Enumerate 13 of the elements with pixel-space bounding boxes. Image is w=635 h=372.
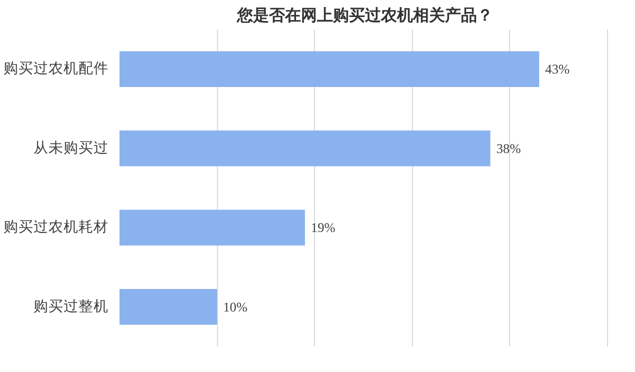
- bar: [120, 130, 490, 166]
- y-tick-label: 购买过整机: [34, 298, 108, 315]
- bar: [120, 51, 540, 87]
- y-tick-label: 从未购买过: [34, 139, 108, 156]
- bar: [120, 210, 305, 246]
- chart-title: 您是否在网上购买过农机相关产品？: [236, 6, 493, 24]
- data-label: 43%: [545, 62, 570, 77]
- data-label: 38%: [496, 140, 521, 156]
- data-label: 10%: [223, 299, 248, 314]
- data-label: 19%: [310, 220, 336, 236]
- bar: [120, 289, 218, 325]
- y-tick-label: 购买过农机配件: [4, 60, 108, 78]
- y-tick-label: 购买过农机耗材: [4, 218, 108, 236]
